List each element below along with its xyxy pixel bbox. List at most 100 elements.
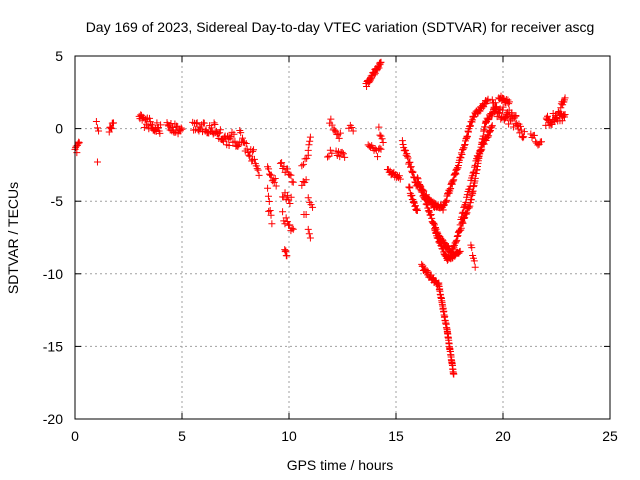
data-point [278,159,286,167]
data-point [465,185,473,193]
data-point [432,229,440,237]
data-point [430,219,438,227]
data-point [363,82,371,90]
data-point [243,145,251,153]
data-point [210,119,218,127]
data-point [336,129,344,137]
data-point [349,127,357,135]
data-point [305,230,313,238]
data-point [488,96,496,104]
data-point [245,151,253,159]
data-point [505,98,513,106]
data-point [398,137,406,145]
data-point [250,146,258,154]
data-point [328,149,336,157]
data-point [267,171,275,179]
data-point [144,122,152,130]
data-point [264,184,272,192]
grid [75,56,610,419]
data-point [255,171,263,179]
data-point [558,117,566,125]
data-point [459,208,467,216]
data-point [517,122,525,130]
data-point [483,97,491,105]
data-point [339,150,347,158]
data-point [406,158,414,166]
data-point [413,207,421,215]
data-point [306,234,314,242]
data-point [328,121,336,129]
data-point [467,122,475,130]
data-point [276,159,284,167]
x-tick-label: 25 [602,428,618,444]
data-point [142,115,150,123]
data-point [470,168,478,176]
data-point [306,137,314,145]
data-point [216,129,224,137]
data-point [409,168,417,176]
data-point [298,162,306,170]
data-point [281,246,289,254]
data-point [488,123,496,131]
data-point [157,121,165,129]
data-point [484,116,492,124]
data-point [200,119,208,127]
data-point [396,175,404,183]
data-point [375,123,383,131]
data-point [408,167,416,175]
plot-frame [74,55,611,420]
data-point [520,128,528,136]
data-point [407,163,415,171]
data-point [466,182,474,190]
data-point [145,125,153,133]
data-point [338,148,346,156]
data-point [427,211,435,219]
data-point [488,122,496,130]
data-point [265,207,273,215]
data-point [491,99,499,107]
data-point [289,225,297,233]
data-point [376,131,384,139]
data-point [461,214,469,222]
data-point [405,183,413,191]
data-point [237,129,245,137]
data-point [419,186,427,194]
data-point [371,69,379,77]
data-point [279,208,287,216]
chart-title: Day 169 of 2023, Sidereal Day-to-day VTE… [86,19,595,35]
data-point [324,153,332,161]
data-point [270,178,278,186]
data-point [156,129,164,137]
data-point [286,221,294,229]
data-point [399,141,407,149]
data-point [341,153,349,161]
data-point [475,153,483,161]
data-point [303,154,311,162]
data-point [561,94,569,102]
data-point [164,121,172,129]
data-point [499,106,507,114]
data-point [376,144,384,152]
data-point [561,110,569,118]
data-point [265,165,273,173]
data-point [410,173,418,181]
data-point [306,133,314,141]
data-point [332,127,340,135]
data-point [469,169,477,177]
data-point [148,121,156,129]
data-point [463,209,471,217]
data-point [403,152,411,160]
data-point [464,133,472,141]
data-point [462,134,470,142]
data-point [452,237,460,245]
data-point [519,134,527,142]
y-tick-label: -15 [43,338,63,354]
data-point [450,370,458,378]
x-tick-label: 15 [388,428,404,444]
data-point [457,224,465,232]
data-point [304,194,312,202]
data-point [330,126,338,134]
data-point [419,262,427,270]
data-point [250,155,258,163]
